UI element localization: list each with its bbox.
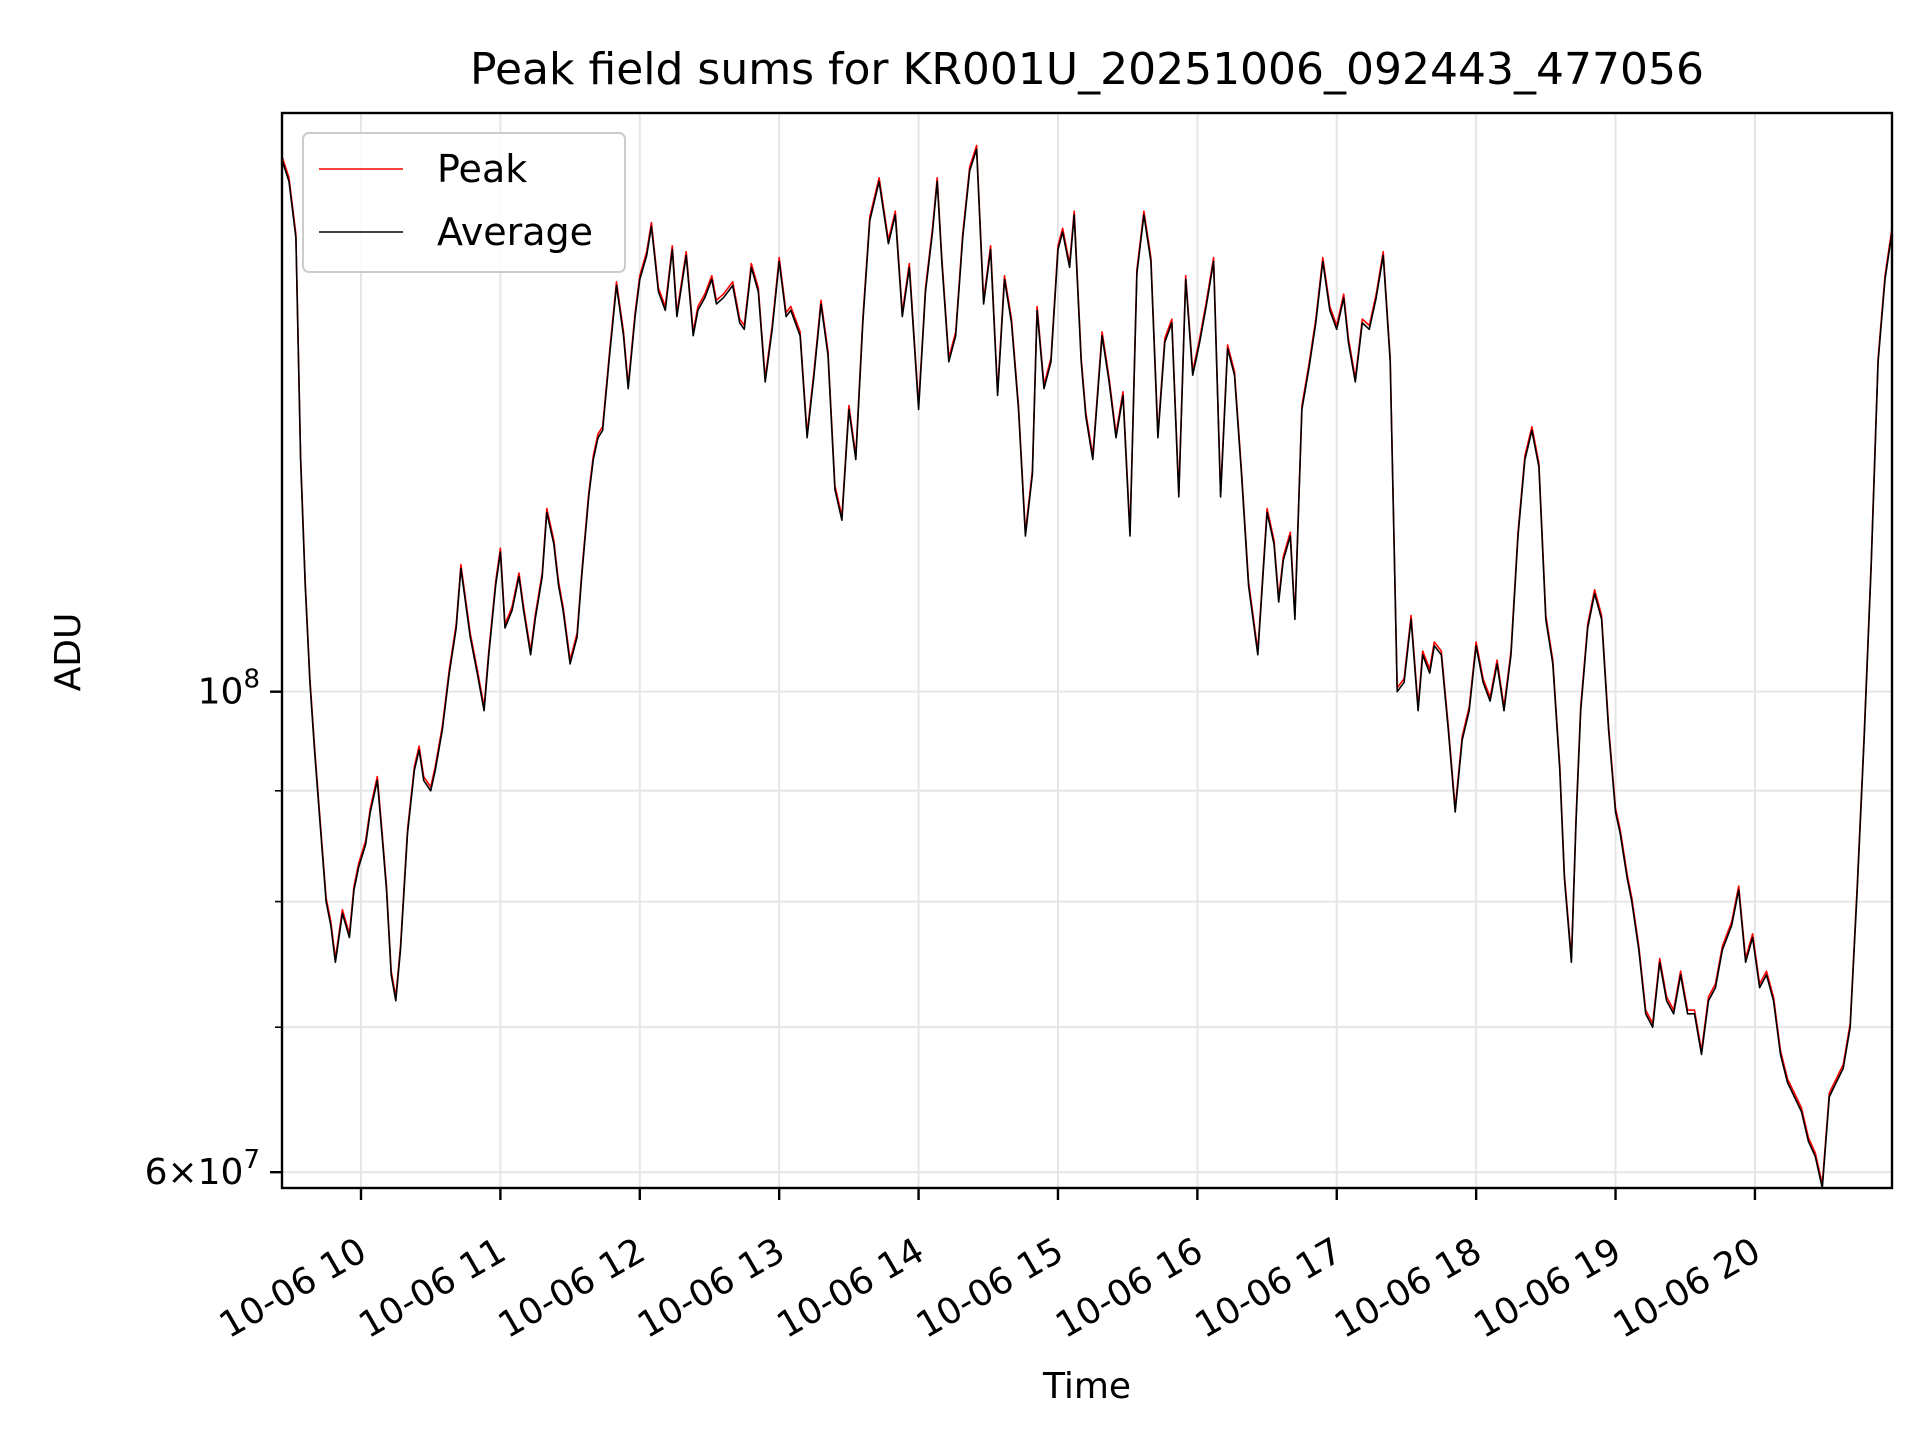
series-line-average — [281, 148, 1893, 1189]
legend-label-average: Average — [437, 210, 593, 254]
x-axis-label: Time — [1042, 1366, 1131, 1407]
legend-box — [302, 132, 626, 273]
y-axis-ticks: 108 6×107 — [145, 665, 282, 1193]
y-axis-label: ADU — [48, 613, 89, 692]
legend: Peak Average — [302, 132, 626, 273]
plot-area-frame — [280, 111, 1894, 1190]
series-lines — [281, 144, 1893, 1189]
legend-label-peak: Peak — [437, 147, 527, 191]
grid — [282, 113, 1892, 1188]
y-tick-label: 108 — [198, 665, 260, 713]
chart-title: Peak field sums for KR001U_20251006_0924… — [470, 44, 1704, 95]
y-tick-label: 6×107 — [145, 1145, 260, 1193]
